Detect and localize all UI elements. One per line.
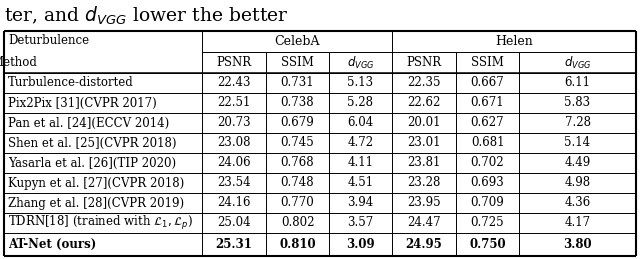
Text: 0.738: 0.738 <box>281 97 314 110</box>
Text: Method: Method <box>0 56 37 69</box>
Text: 3.57: 3.57 <box>348 217 374 229</box>
Text: Deturbulence: Deturbulence <box>8 34 89 47</box>
Text: PSNR: PSNR <box>406 56 442 69</box>
Text: 0.693: 0.693 <box>470 176 504 190</box>
Text: 22.51: 22.51 <box>218 97 251 110</box>
Text: CelebA: CelebA <box>275 35 320 48</box>
Text: 23.08: 23.08 <box>217 136 251 149</box>
Text: 25.31: 25.31 <box>216 238 252 251</box>
Text: Zhang et al. [28](CVPR 2019): Zhang et al. [28](CVPR 2019) <box>8 197 184 210</box>
Text: Kupyn et al. [27](CVPR 2018): Kupyn et al. [27](CVPR 2018) <box>8 176 184 190</box>
Text: Yasarla et al. [26](TIP 2020): Yasarla et al. [26](TIP 2020) <box>8 156 176 169</box>
Text: 3.80: 3.80 <box>563 238 592 251</box>
Text: 4.11: 4.11 <box>348 156 374 169</box>
Text: 0.731: 0.731 <box>281 76 314 90</box>
Text: 3.09: 3.09 <box>346 238 375 251</box>
Text: 24.16: 24.16 <box>217 197 251 210</box>
Text: Turbulence-distorted: Turbulence-distorted <box>8 76 134 90</box>
Text: Helen: Helen <box>495 35 533 48</box>
Text: Shen et al. [25](CVPR 2018): Shen et al. [25](CVPR 2018) <box>8 136 177 149</box>
Text: 0.671: 0.671 <box>470 97 504 110</box>
Text: 5.28: 5.28 <box>348 97 374 110</box>
Text: PSNR: PSNR <box>216 56 252 69</box>
Text: 5.83: 5.83 <box>564 97 591 110</box>
Text: AT-Net (ours): AT-Net (ours) <box>8 238 96 251</box>
Text: $d_{VGG}$: $d_{VGG}$ <box>347 54 374 70</box>
Text: 23.81: 23.81 <box>407 156 441 169</box>
Text: 4.98: 4.98 <box>564 176 591 190</box>
Text: TDRN[18] (trained with $\mathcal{L}_1, \mathcal{L}_p$): TDRN[18] (trained with $\mathcal{L}_1, \… <box>8 214 193 232</box>
Text: 24.47: 24.47 <box>407 217 441 229</box>
Text: 4.36: 4.36 <box>564 197 591 210</box>
Text: 0.709: 0.709 <box>470 197 504 210</box>
Text: 0.810: 0.810 <box>279 238 316 251</box>
Text: 0.679: 0.679 <box>280 117 314 130</box>
Text: 0.750: 0.750 <box>469 238 506 251</box>
Text: 0.627: 0.627 <box>470 117 504 130</box>
Text: 24.06: 24.06 <box>217 156 251 169</box>
Text: 23.95: 23.95 <box>407 197 441 210</box>
Text: 0.802: 0.802 <box>281 217 314 229</box>
Text: $d_{VGG}$: $d_{VGG}$ <box>564 54 591 70</box>
Text: 3.94: 3.94 <box>348 197 374 210</box>
Text: 20.01: 20.01 <box>407 117 441 130</box>
Text: 4.51: 4.51 <box>348 176 374 190</box>
Text: 4.17: 4.17 <box>564 217 591 229</box>
Text: Pan et al. [24](ECCV 2014): Pan et al. [24](ECCV 2014) <box>8 117 169 130</box>
Text: 5.13: 5.13 <box>348 76 374 90</box>
Text: 0.702: 0.702 <box>470 156 504 169</box>
Text: 0.725: 0.725 <box>470 217 504 229</box>
Text: 20.73: 20.73 <box>217 117 251 130</box>
Text: 25.04: 25.04 <box>217 217 251 229</box>
Text: 0.745: 0.745 <box>280 136 314 149</box>
Text: 0.748: 0.748 <box>281 176 314 190</box>
Text: Pix2Pix [31](CVPR 2017): Pix2Pix [31](CVPR 2017) <box>8 97 157 110</box>
Text: 0.667: 0.667 <box>470 76 504 90</box>
Text: 7.28: 7.28 <box>564 117 591 130</box>
Text: 24.95: 24.95 <box>406 238 442 251</box>
Text: 23.01: 23.01 <box>407 136 441 149</box>
Text: ter, and $d_{VGG}$ lower the better: ter, and $d_{VGG}$ lower the better <box>4 5 289 27</box>
Text: 23.54: 23.54 <box>217 176 251 190</box>
Text: 0.770: 0.770 <box>280 197 314 210</box>
Text: SSIM: SSIM <box>281 56 314 69</box>
Text: 0.681: 0.681 <box>471 136 504 149</box>
Text: 22.35: 22.35 <box>407 76 441 90</box>
Text: 23.28: 23.28 <box>407 176 441 190</box>
Text: 4.72: 4.72 <box>348 136 374 149</box>
Text: 6.04: 6.04 <box>348 117 374 130</box>
Text: 22.43: 22.43 <box>217 76 251 90</box>
Text: 5.14: 5.14 <box>564 136 591 149</box>
Text: SSIM: SSIM <box>471 56 504 69</box>
Text: 0.768: 0.768 <box>281 156 314 169</box>
Text: 22.62: 22.62 <box>407 97 441 110</box>
Text: 6.11: 6.11 <box>564 76 591 90</box>
Text: 4.49: 4.49 <box>564 156 591 169</box>
